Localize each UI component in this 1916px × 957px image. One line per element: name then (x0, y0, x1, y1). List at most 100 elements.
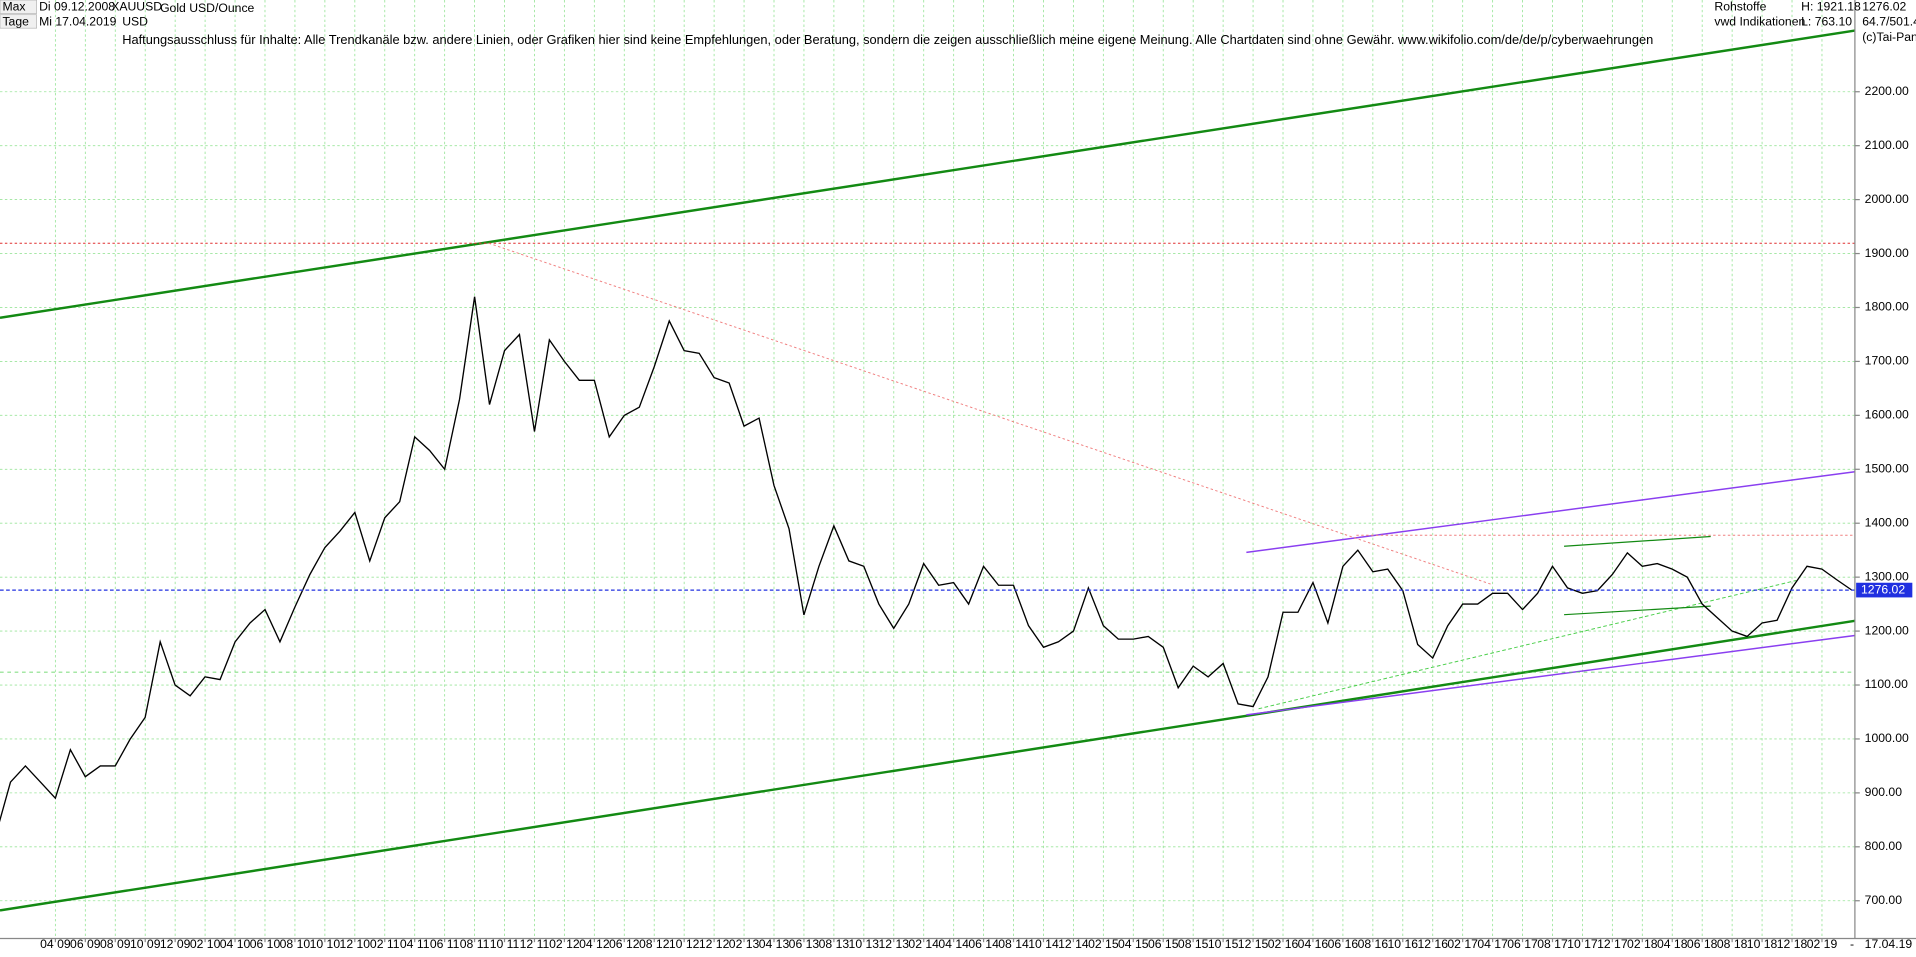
x-tick-label: 06 18 (1687, 937, 1718, 951)
category: Rohstoffe (1714, 0, 1766, 14)
x-tick-label: 10 17 (1567, 937, 1598, 951)
x-tick-label: 12 15 (1238, 937, 1269, 951)
interval[interactable]: Tage (2, 14, 29, 28)
x-tick-label: 06 12 (609, 937, 640, 951)
trend-green-short (1564, 605, 1711, 616)
x-tick-label: 08 15 (1178, 937, 1209, 951)
last-price: 1276.02 (1862, 0, 1906, 14)
x-tick-label: 04 12 (579, 937, 610, 951)
trend-green-dotted (1258, 580, 1797, 710)
trend-green-top (1564, 535, 1711, 547)
x-tick-label: 12 11 (520, 937, 550, 951)
price-line (0, 296, 1853, 823)
x-tick-label: 02 10 (190, 937, 221, 951)
x-tick-label: 06 13 (789, 937, 820, 951)
trend-purple-upper (1246, 470, 1855, 554)
x-tick-label: 02 16 (1268, 937, 1299, 951)
x-tick-label: 06 11 (430, 937, 460, 951)
x-tick-label: 12 16 (1417, 937, 1448, 951)
x-tick-label: 12 17 (1597, 937, 1628, 951)
end-date: Mi 17.04.2019 (39, 14, 117, 28)
current-price-label: 1276.02 (1861, 582, 1905, 596)
y-tick-label: 1900.00 (1865, 246, 1909, 260)
x-tick-label: 02 14 (908, 937, 939, 951)
chart-date: 17.04.19 (1865, 937, 1913, 951)
symbol: XAUUSD (111, 0, 162, 14)
y-tick-label: 900.00 (1865, 785, 1903, 799)
trend-channel-lower (0, 619, 1856, 912)
y-tick-label: 2000.00 (1865, 192, 1909, 206)
trend-purple-lower (1246, 634, 1855, 716)
x-tick-label: 12 14 (1058, 937, 1089, 951)
y-tick-label: 1100.00 (1865, 677, 1908, 691)
x-tick-label: 06 16 (1328, 937, 1359, 951)
x-tick-label: 08 09 (100, 937, 131, 951)
x-tick-label: 02 11 (370, 937, 400, 951)
x-tick-label: 08 18 (1717, 937, 1748, 951)
start-date: Di 09.12.2008 (39, 0, 115, 14)
x-tick-label: 08 12 (639, 937, 670, 951)
x-tick-label: 12 13 (878, 937, 909, 951)
x-tick-label: 04 16 (1298, 937, 1329, 951)
x-tick-label: 02 19 (1807, 937, 1838, 951)
x-tick-label: 10 09 (130, 937, 161, 951)
y-tick-label: 1000.00 (1865, 731, 1909, 745)
plot: 1276.02 (0, 296, 1913, 823)
stats: 64.7/501.4 (1862, 14, 1916, 28)
instrument: Gold USD/Ounce (160, 1, 254, 15)
x-tick-label: 08 11 (460, 937, 490, 951)
range-select[interactable] (0, 0, 37, 14)
x-tick-label: 12 12 (699, 937, 730, 951)
x-tick-label: 12 18 (1777, 937, 1808, 951)
y-tick-label: 1400.00 (1865, 515, 1909, 529)
x-tick-label: 02 12 (549, 937, 580, 951)
x-tick-label: 10 11 (490, 937, 520, 951)
x-tick-label: 08 10 (280, 937, 311, 951)
x-tick-label: 10 15 (1208, 937, 1239, 951)
x-tick-label: 02 17 (1447, 937, 1478, 951)
x-tick-label: 04 17 (1477, 937, 1508, 951)
x-tick-label: 02 13 (729, 937, 760, 951)
x-tick-label: 04 15 (1118, 937, 1149, 951)
y-tick-label: 2100.00 (1865, 138, 1909, 152)
range[interactable]: Max (2, 0, 25, 14)
x-tick-label: 10 12 (669, 937, 700, 951)
trend-channel-upper (0, 29, 1856, 319)
current-price-box (1856, 582, 1913, 598)
high: H: 1921.18 (1801, 0, 1861, 14)
low: L: 763.10 (1801, 14, 1852, 28)
currency: USD (122, 14, 148, 28)
y-tick-label: 800.00 (1865, 839, 1903, 853)
x-tick-label: 04 14 (938, 937, 969, 951)
x-tick-label: 08 14 (998, 937, 1029, 951)
x-tick-label: 06 15 (1148, 937, 1179, 951)
source: vwd Indikationen (1714, 14, 1805, 28)
x-tick-label: 10 16 (1388, 937, 1419, 951)
x-tick-label: 10 14 (1028, 937, 1059, 951)
x-tick-label: 02 15 (1088, 937, 1119, 951)
y-tick-label: 1300.00 (1865, 569, 1909, 583)
x-tick-label: 04 09 (40, 937, 71, 951)
x-tick-label: 02 18 (1627, 937, 1658, 951)
x-tick-label: 08 17 (1537, 937, 1568, 951)
y-tick-label: 700.00 (1865, 893, 1903, 907)
y-tick-label: 1800.00 (1865, 300, 1909, 314)
x-tick-label: 10 18 (1747, 937, 1778, 951)
trend-red-down (488, 242, 1491, 585)
x-tick-label: 04 13 (759, 937, 790, 951)
x-tick-label: 06 09 (70, 937, 101, 951)
grid (0, 0, 1855, 939)
x-tick-label: 08 13 (819, 937, 850, 951)
interval-select[interactable] (0, 14, 37, 29)
x-tick-label: 04 18 (1657, 937, 1688, 951)
y-tick-label: 1600.00 (1865, 408, 1909, 422)
disclaimer: Haftungsausschluss für Inhalte: Alle Tre… (122, 32, 1653, 47)
x-tick-label: 10 10 (310, 937, 341, 951)
x-tick-label: 04 11 (400, 937, 430, 951)
x-tick-label: 06 17 (1507, 937, 1538, 951)
x-tick-label: 08 16 (1358, 937, 1389, 951)
dash: - (1850, 937, 1854, 951)
